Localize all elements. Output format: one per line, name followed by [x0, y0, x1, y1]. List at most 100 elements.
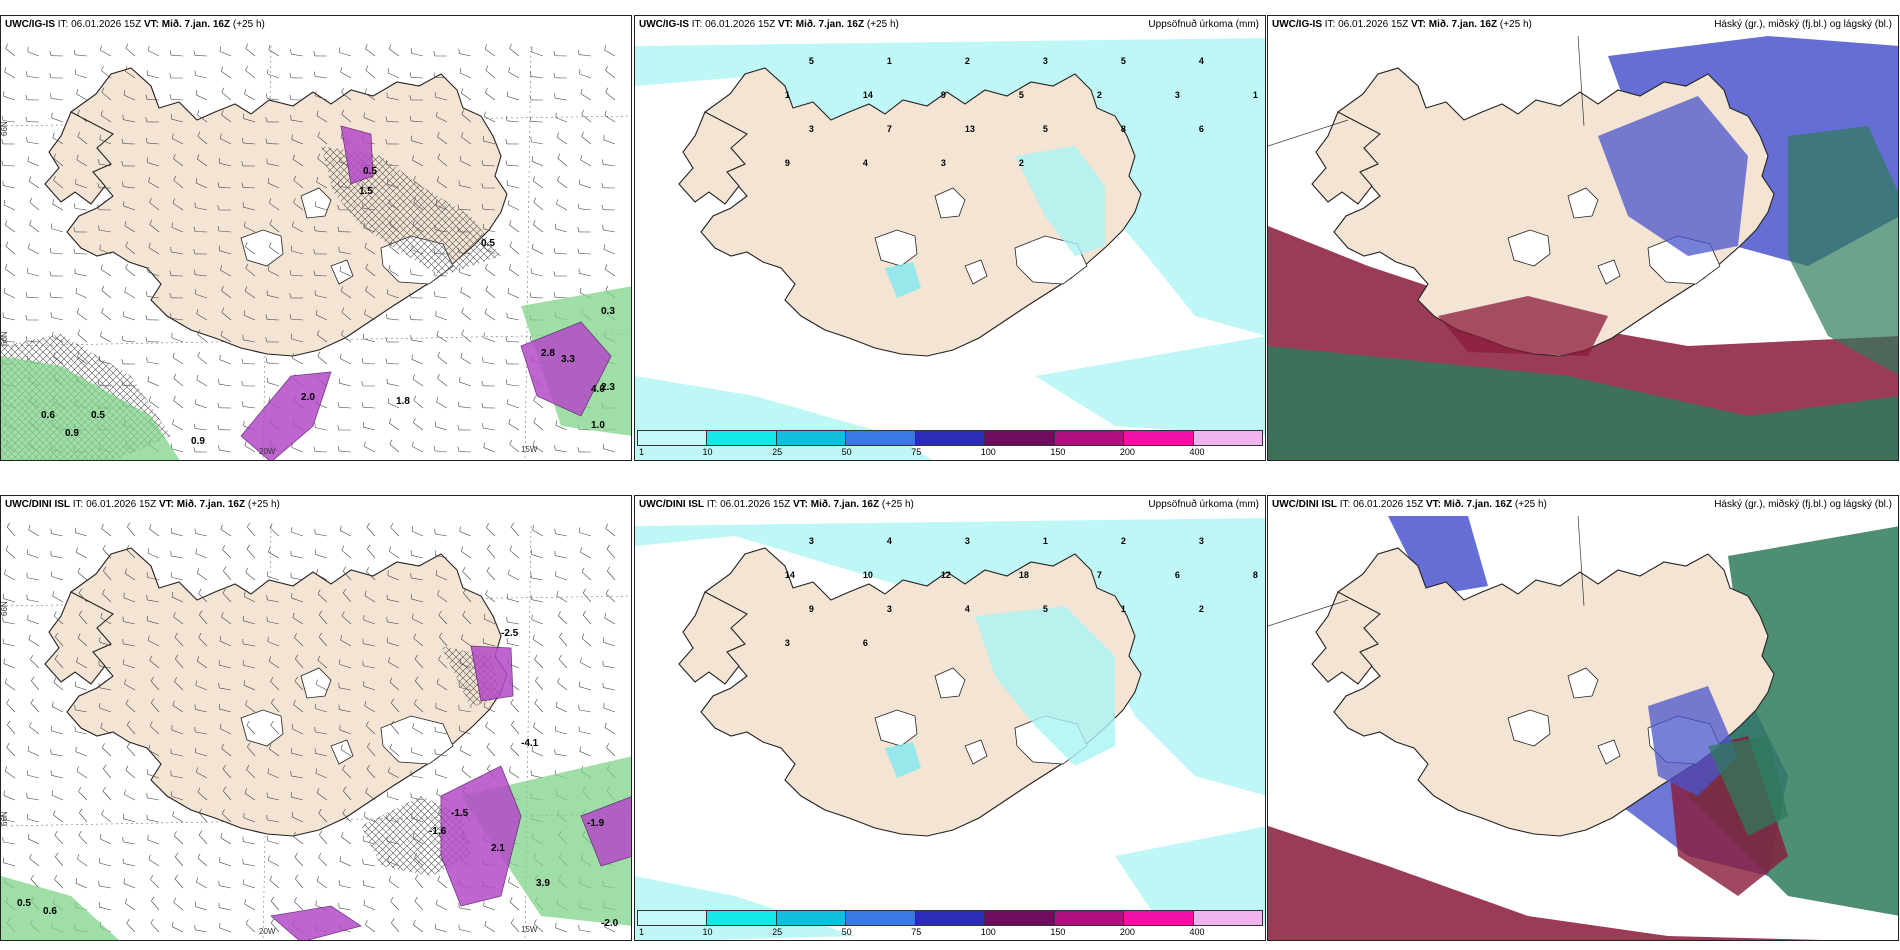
wind-barb	[53, 677, 64, 691]
glacier-patch	[1597, 739, 1621, 765]
wind-barb	[530, 268, 544, 277]
value-label: 1.5	[359, 186, 373, 197]
wind-barb	[241, 182, 256, 189]
wind-barb	[510, 522, 520, 537]
wind-barb	[242, 858, 256, 867]
wind-barb	[146, 594, 160, 603]
wind-barb	[461, 329, 472, 343]
wind-barb	[242, 836, 256, 845]
wind-barb	[509, 439, 520, 453]
wind-barb	[169, 50, 184, 57]
precip-value: 5	[1019, 90, 1024, 100]
wind-barb	[413, 919, 424, 933]
wind-barb	[341, 545, 352, 559]
wind-barb	[291, 442, 304, 453]
legend-tick: 10	[702, 927, 713, 937]
wind-barb	[53, 810, 64, 823]
wind-barb	[151, 896, 160, 911]
wind-barb	[291, 723, 304, 735]
wind-barb	[434, 92, 448, 101]
wind-barb	[505, 139, 520, 145]
wind-barb	[196, 374, 208, 387]
wind-barb	[101, 523, 112, 537]
wind-barb	[28, 524, 40, 537]
wind-barb	[2, 616, 16, 625]
wind-barb	[30, 698, 40, 713]
wind-barb	[172, 419, 184, 431]
wind-barb	[409, 314, 424, 321]
wind-barb	[462, 610, 472, 625]
wind-barb	[148, 177, 160, 189]
precip-value: 5	[1121, 56, 1126, 66]
panel-precip-bottom: UWC/DINI ISL IT: 06.01.2026 15Z VT: Mið.…	[634, 495, 1266, 941]
wind-barb	[147, 769, 160, 779]
wind-barb	[343, 786, 352, 801]
wind-barb	[604, 722, 616, 735]
wind-barb	[390, 522, 400, 537]
wind-barb	[436, 176, 448, 189]
precip-value: 6	[1175, 570, 1180, 580]
wind-barb	[49, 271, 64, 277]
wind-barb	[101, 809, 112, 823]
precip-value: 1	[785, 90, 790, 100]
wind-barb	[436, 397, 448, 409]
precip-title: Uppsöfnuð úrkoma (mm)	[1146, 499, 1261, 510]
axis-label: 20W	[259, 927, 276, 936]
wind-barb	[342, 588, 352, 603]
wind-barb	[437, 351, 448, 365]
wind-barb	[483, 135, 496, 145]
wind-barb	[505, 160, 520, 167]
wind-barb	[267, 69, 280, 79]
wind-barb	[602, 224, 616, 233]
wind-barb	[433, 72, 448, 79]
wind-barb	[338, 880, 352, 889]
wind-barb	[319, 830, 328, 845]
axis-label: 15W	[521, 445, 538, 454]
wind-barb	[266, 93, 280, 101]
wind-barb	[269, 242, 280, 255]
wind-barb	[435, 899, 448, 911]
wind-barb	[363, 681, 376, 691]
cloud-layer-land	[1438, 296, 1608, 356]
wind-barb	[126, 742, 136, 757]
wind-barb	[317, 330, 328, 343]
wind-barb	[29, 197, 40, 211]
wind-barb	[386, 616, 400, 625]
wind-barb	[74, 268, 88, 277]
wind-barb	[506, 616, 520, 625]
wind-barb	[125, 699, 136, 713]
wind-barb	[195, 399, 208, 409]
wind-barb	[6, 698, 16, 713]
wind-barb	[51, 790, 64, 801]
wind-barb	[290, 748, 304, 757]
wind-barb	[292, 612, 304, 625]
wind-barb	[532, 176, 544, 189]
wind-barb	[411, 526, 424, 537]
wind-barb	[172, 700, 184, 713]
wind-barb	[267, 178, 280, 189]
wind-barb	[534, 655, 544, 669]
wind-barb	[145, 336, 160, 343]
wind-barb	[315, 201, 328, 211]
wind-barb	[365, 721, 376, 735]
wind-barb	[269, 875, 280, 889]
wind-barb	[102, 589, 112, 603]
wind-barb	[78, 588, 88, 603]
wind-barb	[530, 770, 544, 779]
value-label: 0.5	[91, 410, 105, 421]
wind-barb	[50, 770, 64, 779]
wind-barb	[245, 43, 256, 57]
panel-precip-top: UWC/IG-IS IT: 06.01.2026 15Z VT: Mið. 7.…	[634, 15, 1266, 461]
wind-barb	[172, 133, 184, 145]
panel-title: UWC/IG-IS IT: 06.01.2026 15Z VT: Mið. 7.…	[1270, 19, 1534, 30]
wind-barb	[29, 853, 40, 867]
wind-barb	[98, 225, 112, 233]
precip-value: 7	[1097, 570, 1102, 580]
wind-barb	[123, 878, 136, 889]
wind-barb	[289, 314, 304, 321]
wind-barb	[243, 680, 256, 691]
glacier-patch	[1507, 229, 1551, 267]
wind-barb	[316, 110, 328, 123]
precip-value: 3	[1199, 536, 1204, 546]
wind-barb	[245, 263, 256, 277]
